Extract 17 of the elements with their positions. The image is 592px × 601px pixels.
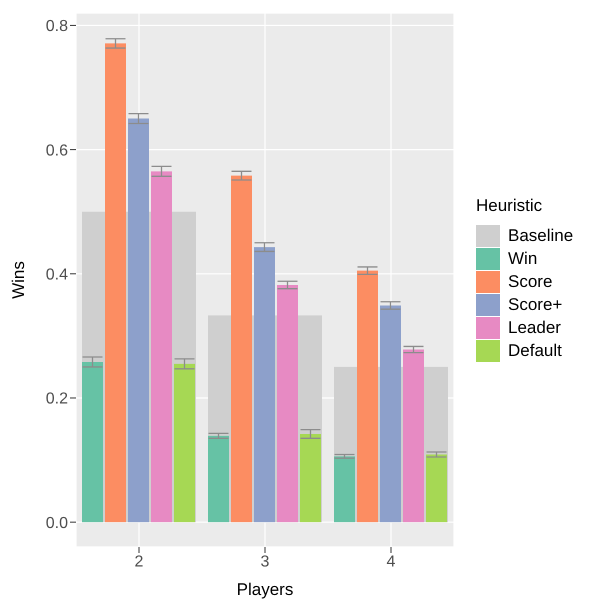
x-axis-title: Players bbox=[236, 580, 294, 599]
legend-label: Default bbox=[508, 340, 562, 360]
x-tick-label: 3 bbox=[260, 553, 270, 570]
legend-label: Score bbox=[508, 272, 552, 292]
legend-label: Win bbox=[508, 248, 538, 268]
y-tick-label: 0.4 bbox=[46, 266, 68, 284]
y-tick-label: 0.6 bbox=[46, 142, 68, 160]
legend-label: Baseline bbox=[508, 226, 574, 246]
y-tick-label: 0.2 bbox=[46, 390, 68, 408]
y-tick-label: 0.8 bbox=[46, 18, 68, 36]
x-tick-label: 4 bbox=[386, 553, 396, 570]
legend-label: Leader bbox=[508, 318, 561, 338]
legend-title: Heuristic bbox=[476, 196, 544, 216]
legend-label: Score+ bbox=[508, 294, 562, 314]
y-tick-label: 0.0 bbox=[46, 514, 68, 532]
y-axis-title: Wins bbox=[9, 261, 28, 299]
x-tick-label: 2 bbox=[134, 553, 144, 570]
